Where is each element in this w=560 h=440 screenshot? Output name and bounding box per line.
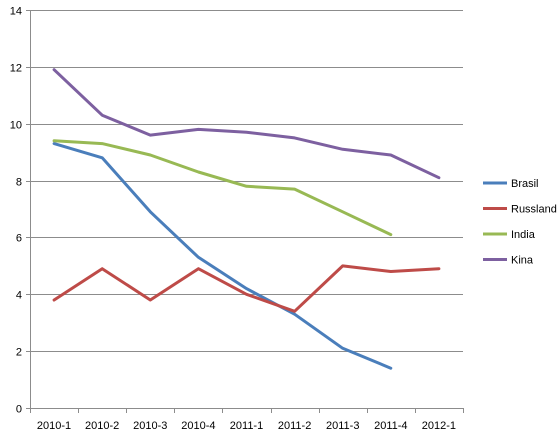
- legend-label: India: [511, 229, 536, 241]
- legend-label: Brasil: [511, 178, 539, 190]
- series-layer: [52, 68, 441, 370]
- x-tick-label: 2011-4: [374, 420, 407, 432]
- x-tick-label: 2010-1: [37, 420, 71, 432]
- y-tick-label: 6: [16, 233, 22, 245]
- x-tick-label: 2011-3: [326, 420, 359, 432]
- x-tick-label: 2010-3: [133, 420, 167, 432]
- y-tick-label: 4: [16, 290, 22, 302]
- legend-label: Russland: [511, 204, 557, 216]
- x-tick-label: 2010-4: [181, 420, 215, 432]
- legend-item-brasil: Brasil: [483, 178, 539, 190]
- y-tick-label: 12: [10, 63, 22, 75]
- series-line-kina: [52, 68, 441, 180]
- y-tick-label: 10: [10, 120, 22, 132]
- y-tick-label: 14: [10, 6, 22, 18]
- series-line-india: [52, 139, 393, 237]
- legend-label: Kina: [511, 255, 534, 267]
- y-tick-label: 0: [16, 404, 22, 416]
- legend: Brasil Russland India Kina: [483, 178, 557, 267]
- y-tick-label: 8: [16, 177, 22, 189]
- series-line-russland: [52, 264, 441, 313]
- axis-layer: 0 2 4 6 8 10 12 14 2010-1 2010-2 2010-3 2010-4 2011-…: [10, 6, 464, 432]
- legend-item-kina: Kina: [483, 255, 534, 267]
- legend-item-india: India: [483, 229, 536, 241]
- grid-layer: [30, 10, 463, 352]
- x-tick-label: 2011-2: [278, 420, 311, 432]
- series-line-brasil: [52, 142, 393, 370]
- x-tick-label: 2011-1: [230, 420, 263, 432]
- x-tick-label: 2010-2: [85, 420, 119, 432]
- y-tick-label: 2: [16, 347, 22, 359]
- legend-item-russland: Russland: [483, 204, 557, 216]
- x-tick-label: 2012-1: [422, 420, 456, 432]
